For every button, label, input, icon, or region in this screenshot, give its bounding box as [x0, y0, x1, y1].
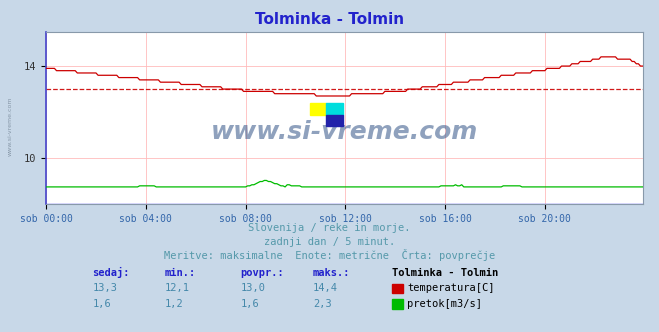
Text: povpr.:: povpr.:	[241, 268, 284, 278]
Text: 1,2: 1,2	[165, 299, 183, 309]
Text: Tolminka - Tolmin: Tolminka - Tolmin	[392, 268, 498, 278]
Text: 1,6: 1,6	[241, 299, 259, 309]
Text: Tolminka - Tolmin: Tolminka - Tolmin	[255, 12, 404, 27]
Text: 2,3: 2,3	[313, 299, 331, 309]
Text: zadnji dan / 5 minut.: zadnji dan / 5 minut.	[264, 237, 395, 247]
Text: 12,1: 12,1	[165, 284, 190, 293]
Text: Meritve: maksimalne  Enote: metrične  Črta: povprečje: Meritve: maksimalne Enote: metrične Črta…	[164, 249, 495, 261]
Text: www.si-vreme.com: www.si-vreme.com	[8, 96, 13, 156]
Text: www.si-vreme.com: www.si-vreme.com	[211, 120, 478, 144]
Text: min.:: min.:	[165, 268, 196, 278]
Text: 13,3: 13,3	[92, 284, 117, 293]
Text: Slovenija / reke in morje.: Slovenija / reke in morje.	[248, 223, 411, 233]
Text: temperatura[C]: temperatura[C]	[407, 284, 495, 293]
Text: 14,4: 14,4	[313, 284, 338, 293]
Text: sedaj:: sedaj:	[92, 267, 130, 278]
Text: pretok[m3/s]: pretok[m3/s]	[407, 299, 482, 309]
Text: 13,0: 13,0	[241, 284, 266, 293]
Text: maks.:: maks.:	[313, 268, 351, 278]
Text: 1,6: 1,6	[92, 299, 111, 309]
